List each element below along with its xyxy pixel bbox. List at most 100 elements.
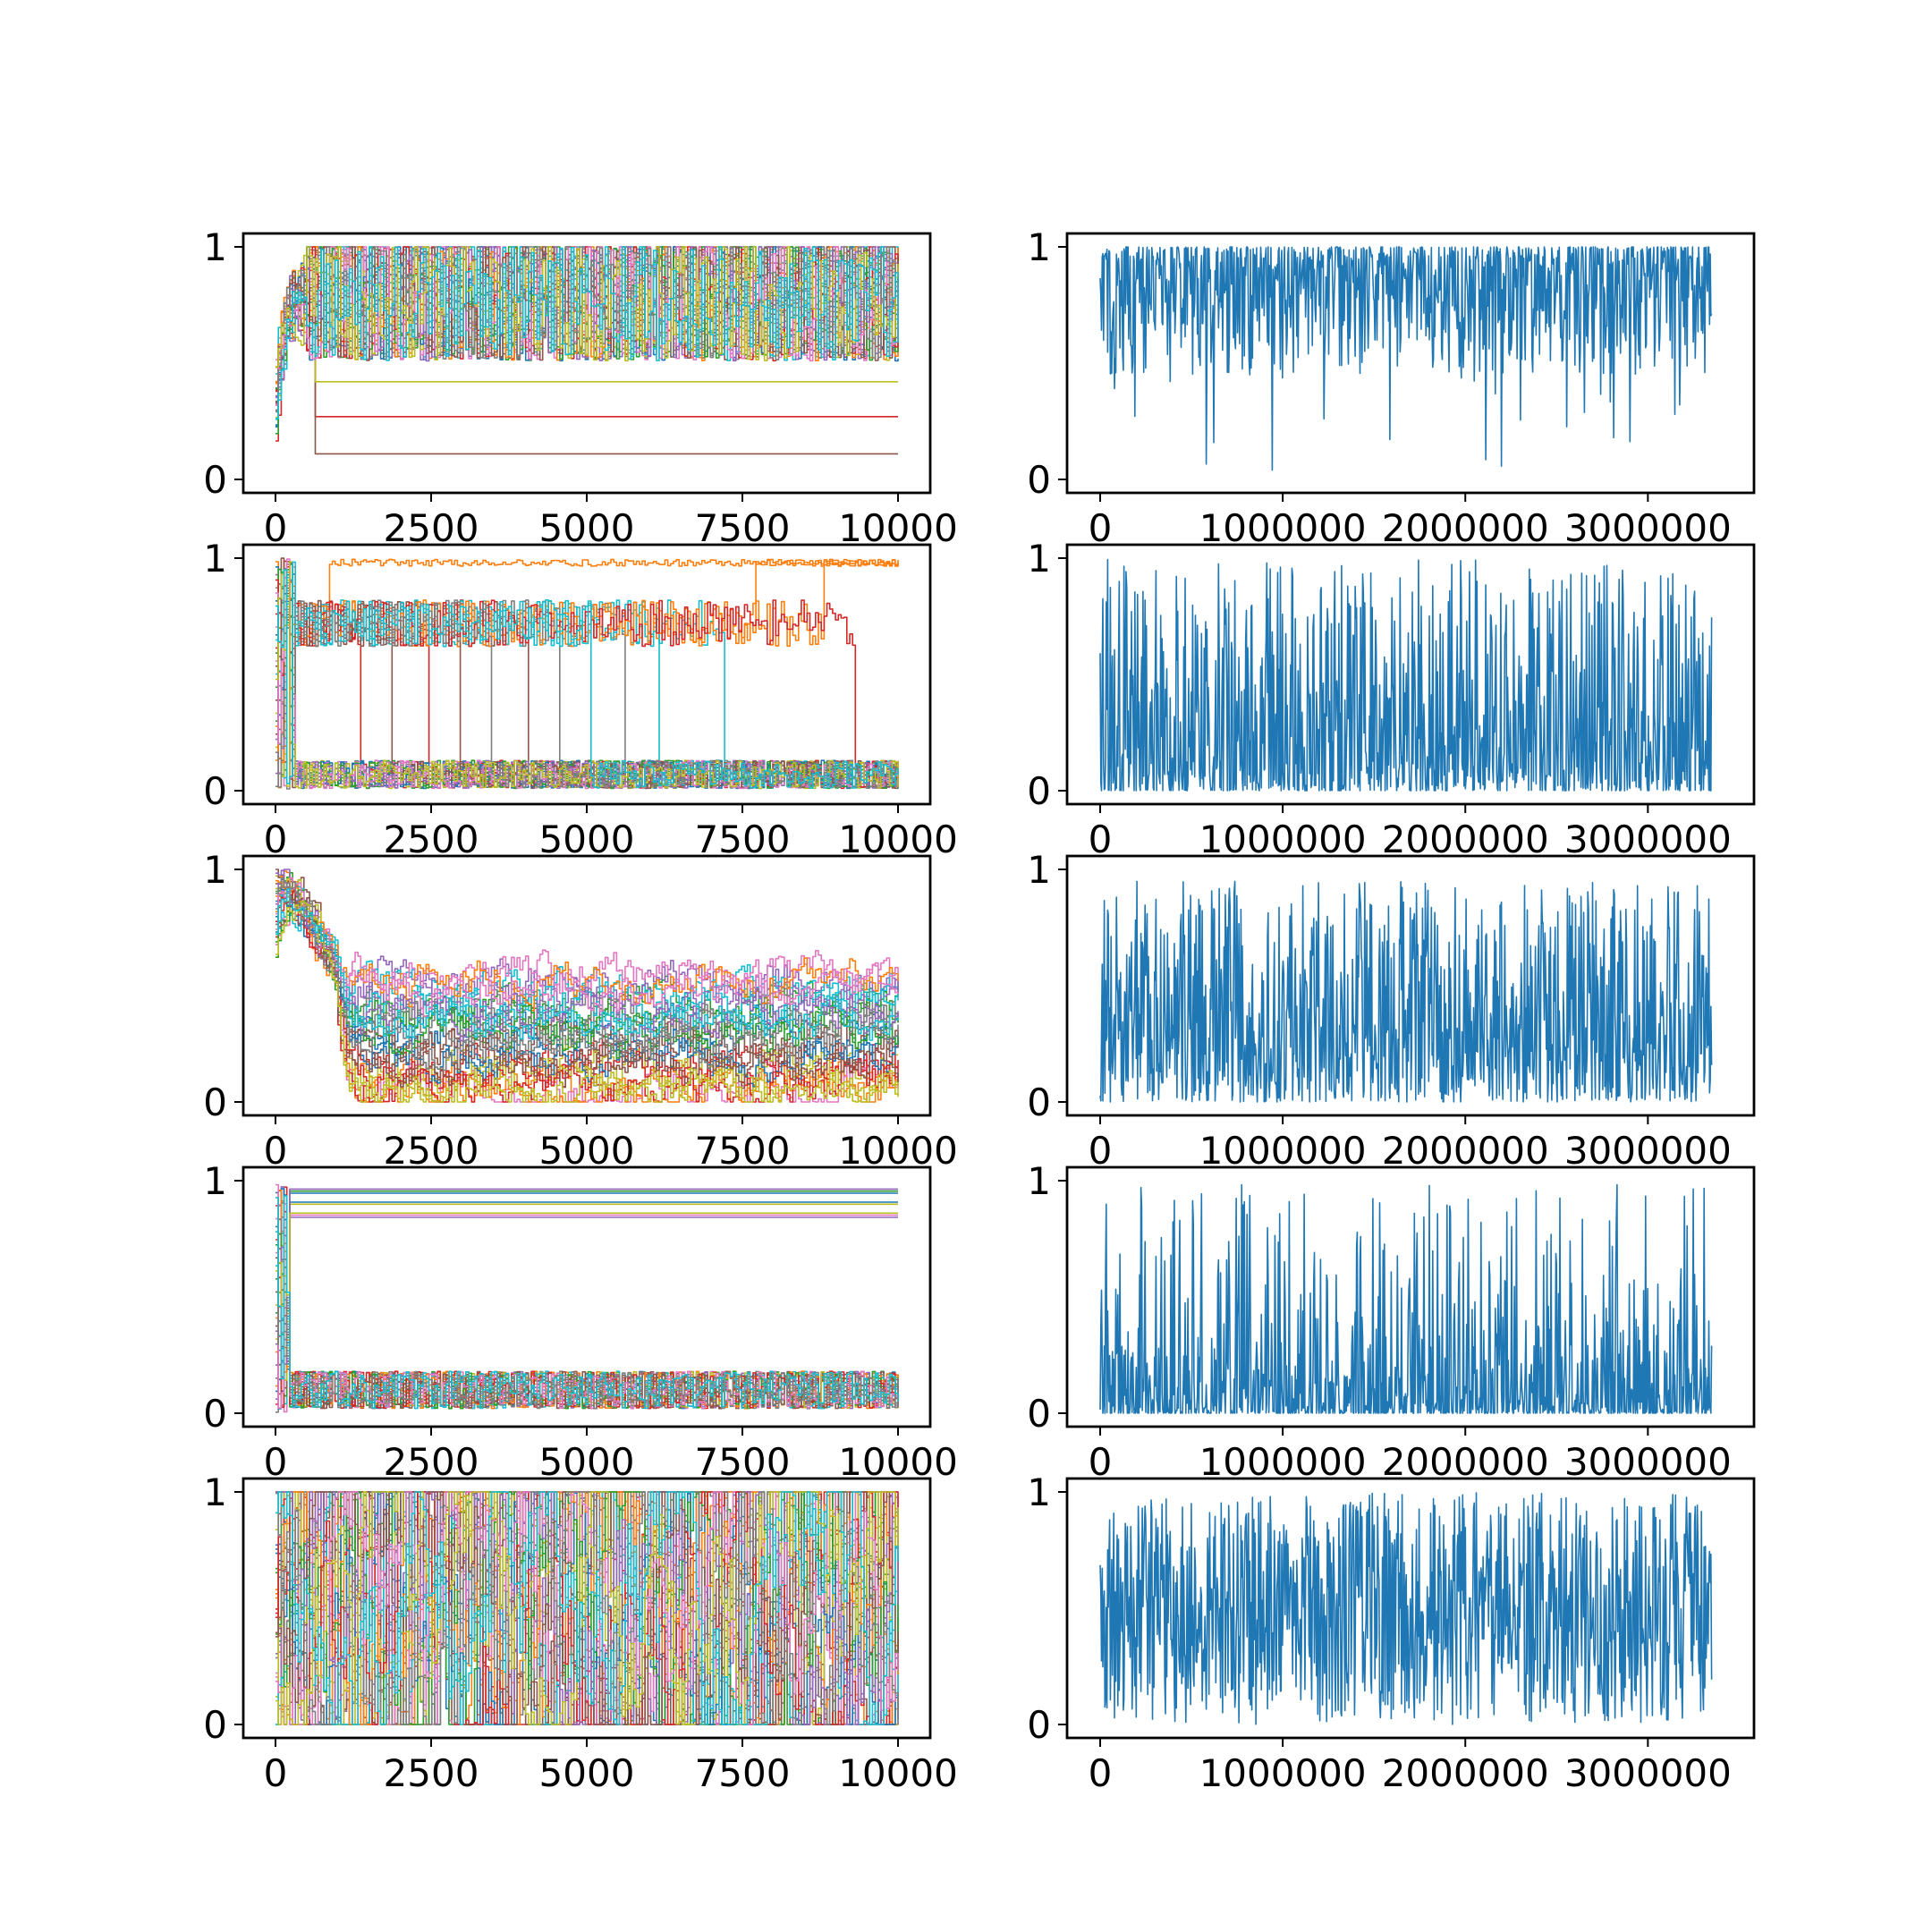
series-line	[1099, 1183, 1713, 1414]
subplot-r1-right: 0 1 0 1000000 2000000 3000000	[1027, 225, 1756, 550]
series-line	[275, 1188, 898, 1365]
y-tick-label: 1	[1027, 225, 1051, 269]
series-line	[275, 557, 899, 790]
x-tick-label: 10000	[838, 506, 958, 550]
x-tick-label: 1000000	[1199, 1440, 1367, 1484]
axes-frame	[1065, 854, 1756, 1117]
y-tick-label: 1	[203, 1159, 227, 1203]
plot-area	[1099, 1183, 1713, 1414]
y-tick-label: 0	[1027, 1392, 1051, 1436]
subplot-r3-left: 0 1 0 2500 5000 7500 10000	[203, 848, 958, 1173]
series-line	[275, 1186, 898, 1400]
x-tick-label: 10000	[838, 1440, 958, 1484]
y-tick-label: 1	[1027, 1159, 1051, 1203]
series-line	[275, 1491, 899, 1725]
x-tick-label: 10000	[838, 818, 958, 861]
subplot-r5-right: 0 1 0 1000000 2000000 3000000	[1027, 1470, 1756, 1795]
y-tick-label: 0	[1027, 458, 1051, 502]
y-tick-label: 0	[1027, 1703, 1051, 1747]
x-tick-label: 2000000	[1382, 818, 1549, 861]
y-tick-label: 0	[203, 1392, 227, 1436]
series-line	[275, 1192, 898, 1370]
x-tick-label: 7500	[695, 1129, 791, 1173]
plot-area	[1099, 880, 1713, 1103]
x-tick-label: 3000000	[1564, 818, 1732, 861]
series-line	[275, 1203, 898, 1349]
series-line	[1099, 558, 1713, 792]
subplot-r2-right: 0 1 0 1000000 2000000 3000000	[1027, 537, 1756, 861]
y-tick-label: 0	[203, 1080, 227, 1124]
series-line	[275, 1491, 899, 1725]
y-tick-label: 0	[203, 458, 227, 502]
series-line	[275, 246, 899, 419]
series-line	[275, 1212, 898, 1307]
plot-area	[1099, 246, 1713, 471]
x-tick-label: 7500	[695, 506, 791, 550]
y-tick-label: 0	[1027, 769, 1051, 813]
series-line	[275, 1188, 898, 1393]
series-line	[1099, 246, 1713, 471]
y-tick-label: 1	[1027, 537, 1051, 580]
x-tick-label: 0	[1089, 1129, 1113, 1173]
series-line	[1099, 880, 1713, 1103]
series-line	[1099, 1492, 1713, 1725]
series-line	[275, 561, 899, 789]
series-line	[275, 566, 899, 788]
x-tick-label: 10000	[838, 1751, 958, 1795]
x-tick-label: 3000000	[1564, 506, 1732, 550]
x-tick-label: 0	[264, 506, 288, 550]
series-line	[275, 564, 899, 789]
y-tick-label: 0	[1027, 1080, 1051, 1124]
series-line	[275, 560, 899, 790]
x-tick-label: 0	[264, 1440, 288, 1484]
plot-area	[275, 557, 899, 790]
x-tick-label: 5000	[539, 1440, 635, 1484]
series-line	[275, 1190, 898, 1397]
y-tick-label: 1	[203, 848, 227, 892]
plot-area	[275, 869, 899, 1103]
x-tick-label: 3000000	[1564, 1751, 1732, 1795]
plot-area	[275, 1491, 899, 1725]
x-tick-label: 2500	[384, 818, 479, 861]
x-tick-label: 2500	[384, 1129, 479, 1173]
x-tick-label: 2000000	[1382, 1751, 1549, 1795]
x-tick-label: 2000000	[1382, 1129, 1549, 1173]
series-line	[275, 316, 898, 442]
x-tick-label: 0	[264, 1751, 288, 1795]
x-tick-label: 7500	[695, 1751, 791, 1795]
y-tick-label: 0	[203, 769, 227, 813]
series-line	[275, 900, 899, 1103]
y-tick-label: 1	[203, 1470, 227, 1514]
x-tick-label: 3000000	[1564, 1129, 1732, 1173]
series-line	[275, 888, 899, 1041]
series-line	[275, 1204, 898, 1364]
x-tick-label: 2500	[384, 1440, 479, 1484]
y-tick-label: 0	[203, 1703, 227, 1747]
x-tick-label: 0	[1089, 1751, 1113, 1795]
x-tick-label: 0	[264, 1129, 288, 1173]
plot-area	[275, 246, 899, 455]
x-tick-label: 5000	[539, 1751, 635, 1795]
x-tick-label: 5000	[539, 506, 635, 550]
subplot-r3-right: 0 1 0 1000000 2000000 3000000	[1027, 848, 1756, 1173]
x-tick-label: 2500	[384, 1751, 479, 1795]
y-tick-label: 1	[1027, 848, 1051, 892]
x-tick-label: 5000	[539, 1129, 635, 1173]
x-tick-label: 2000000	[1382, 1440, 1549, 1484]
axes-frame	[1065, 1477, 1756, 1740]
subplot-r2-left: 0 1 0 2500 5000 7500 10000	[203, 537, 958, 861]
axes-frame	[1065, 543, 1756, 806]
y-tick-label: 1	[203, 537, 227, 580]
x-tick-label: 7500	[695, 818, 791, 861]
subplot-r5-left: 0 1 0 2500 5000 7500 10000	[203, 1470, 958, 1795]
y-tick-label: 1	[1027, 1470, 1051, 1514]
axes-frame	[1065, 1165, 1756, 1428]
subplot-r4-left: 0 1 0 2500 5000 7500 10000	[203, 1159, 958, 1484]
subplot-r4-right: 0 1 0 1000000 2000000 3000000	[1027, 1159, 1756, 1484]
x-tick-label: 5000	[539, 818, 635, 861]
series-line	[275, 1195, 899, 1410]
x-tick-label: 7500	[695, 1440, 791, 1484]
x-tick-label: 1000000	[1199, 1129, 1367, 1173]
series-line	[275, 561, 899, 790]
